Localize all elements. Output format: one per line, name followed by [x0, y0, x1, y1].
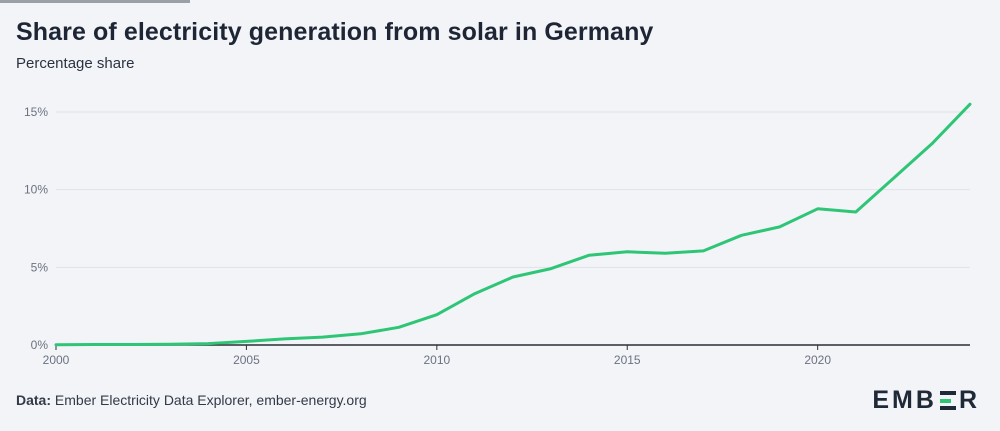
- grid-lines: [56, 111, 970, 346]
- y-tick-label-15: 15%: [24, 105, 48, 119]
- series-group: [54, 102, 972, 347]
- y-axis-ticks: 0% 5% 10% 15%: [24, 105, 48, 352]
- ember-e-logo-icon: [939, 391, 956, 410]
- logo-text-right: R: [958, 386, 980, 414]
- data-source-text: Ember Electricity Data Explorer, ember-e…: [54, 392, 367, 408]
- y-tick-label-10: 10%: [24, 183, 48, 197]
- x-tick-label-2020: 2020: [804, 353, 831, 367]
- x-tick-label-2015: 2015: [614, 353, 641, 367]
- y-tick-label-5: 5%: [31, 260, 49, 274]
- logo-text-left: EMB: [872, 386, 937, 414]
- chart-title: Share of electricity generation from sol…: [16, 18, 654, 46]
- data-source-label: Data:: [16, 392, 52, 408]
- x-axis-ticks: 2000 2005 2010 2015 2020: [43, 345, 831, 367]
- data-source: Data: Ember Electricity Data Explorer, e…: [16, 392, 367, 408]
- y-tick-label-0: 0%: [31, 338, 49, 352]
- x-tick-label-2005: 2005: [233, 353, 260, 367]
- top-tab-indicator: [0, 0, 190, 3]
- series-line-solar-share: [54, 102, 972, 347]
- x-tick-label-2000: 2000: [43, 353, 70, 367]
- chart-subtitle: Percentage share: [16, 55, 135, 72]
- ember-logo: EMB R: [872, 386, 980, 415]
- x-tick-label-2010: 2010: [423, 353, 450, 367]
